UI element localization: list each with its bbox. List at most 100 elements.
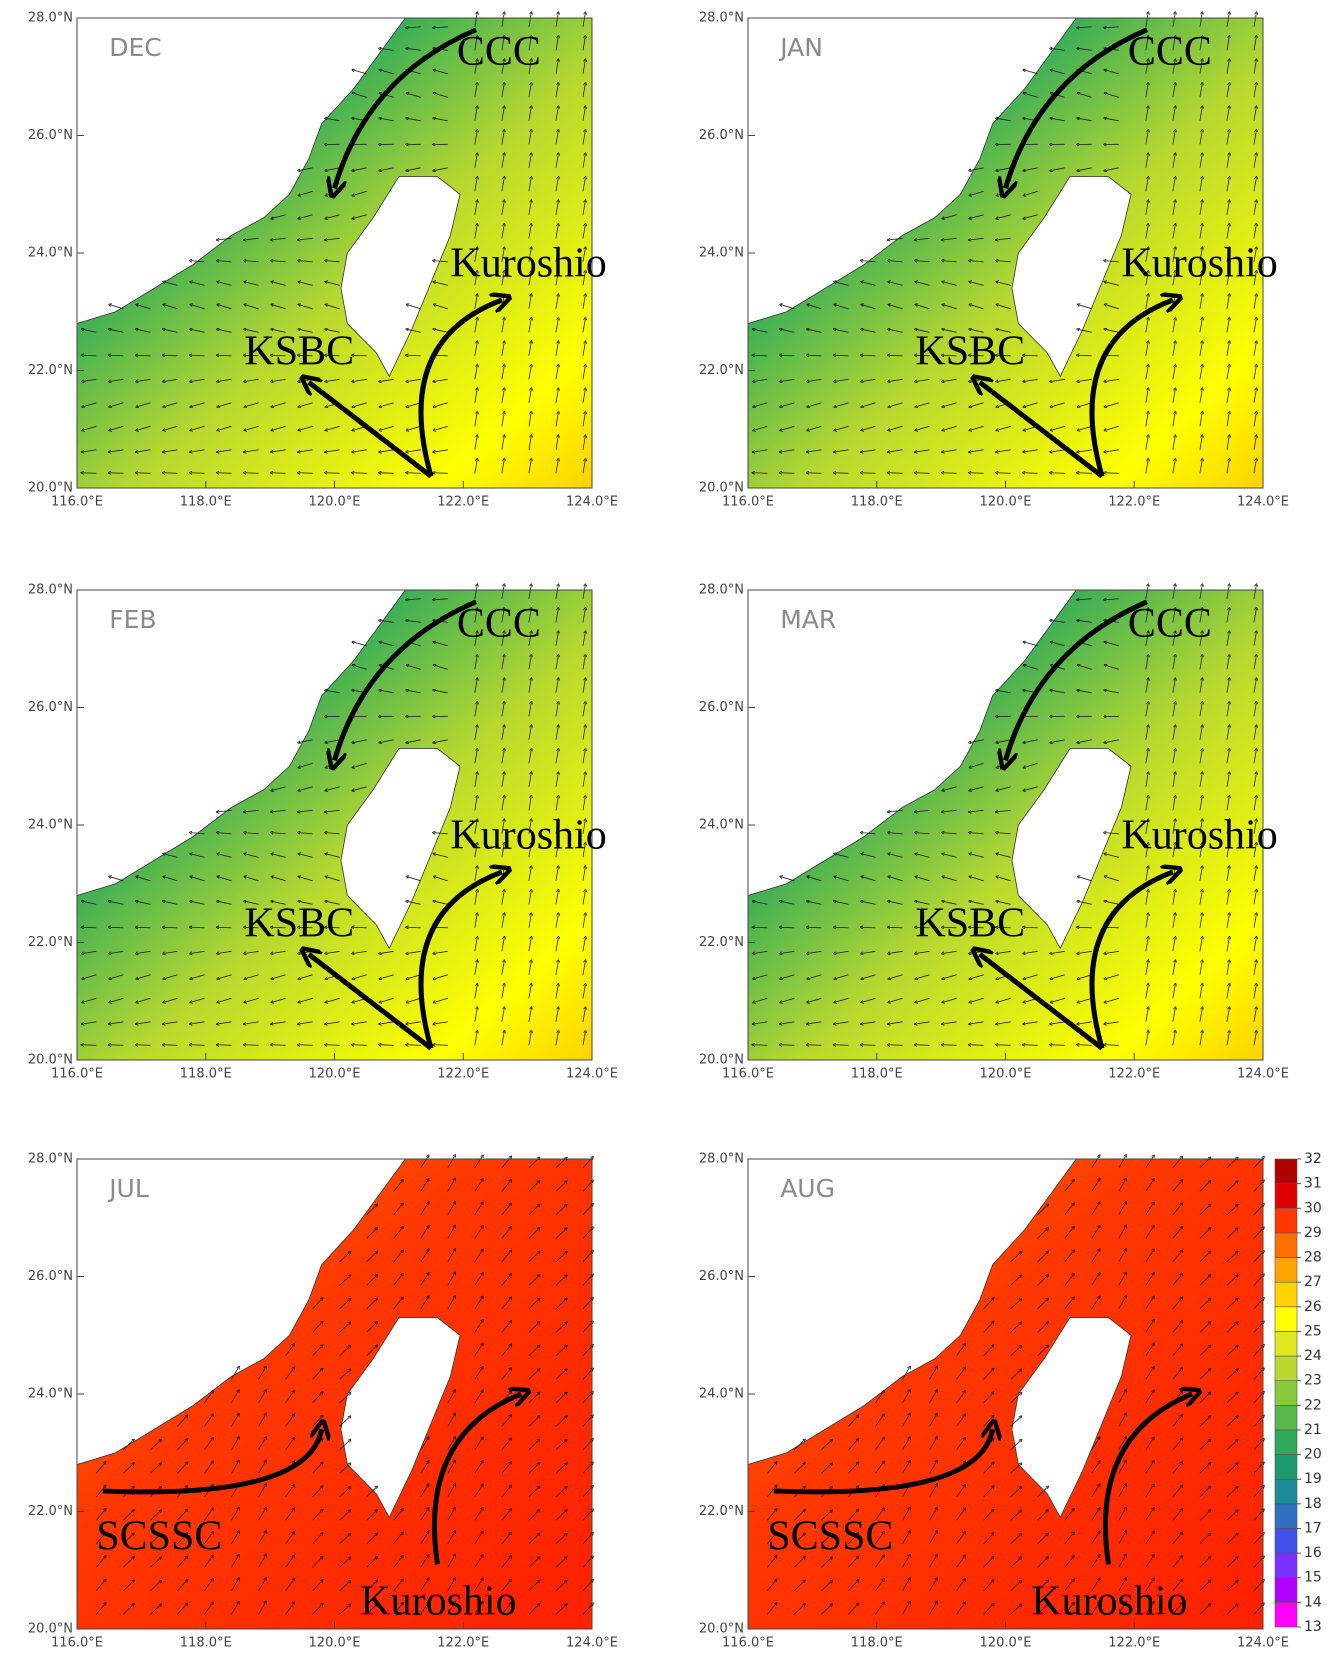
flow-vector bbox=[1226, 272, 1229, 286]
flow-vector bbox=[1145, 37, 1148, 51]
flow-vector bbox=[501, 342, 504, 356]
flow-vector bbox=[353, 355, 367, 356]
flow-vector bbox=[474, 131, 477, 145]
flow-vector bbox=[1145, 366, 1148, 380]
flow-vector bbox=[245, 1021, 259, 1024]
flow-vector bbox=[1024, 70, 1038, 75]
flow-vector bbox=[862, 974, 876, 979]
flow-vector bbox=[970, 190, 984, 195]
flow-vector bbox=[407, 901, 421, 905]
flow-vector bbox=[272, 355, 286, 356]
flow-vector bbox=[190, 473, 205, 474]
current-label: CCC bbox=[1128, 601, 1212, 647]
flow-vector bbox=[326, 355, 340, 356]
flow-vector bbox=[582, 460, 585, 474]
flow-vector bbox=[353, 665, 367, 670]
flow-vector bbox=[380, 690, 394, 694]
flow-vector bbox=[1199, 248, 1202, 262]
flow-vector bbox=[501, 436, 504, 450]
flow-vector bbox=[943, 237, 957, 240]
flow-vector bbox=[191, 329, 205, 333]
flow-vector bbox=[997, 1021, 1011, 1024]
flow-vector bbox=[380, 378, 394, 381]
flow-vector bbox=[474, 797, 477, 811]
colorbar-box bbox=[1274, 1528, 1298, 1554]
flow-vector bbox=[164, 449, 178, 452]
flow-vector bbox=[1253, 460, 1256, 474]
flow-vector bbox=[110, 901, 124, 905]
flow-vector bbox=[997, 378, 1011, 381]
flow-vector bbox=[326, 833, 340, 834]
flow-vector bbox=[1051, 402, 1065, 407]
flow-vector bbox=[555, 37, 558, 51]
flow-vector bbox=[474, 107, 477, 121]
taiwan bbox=[1011, 748, 1132, 950]
flow-vector bbox=[299, 261, 313, 262]
mainland bbox=[76, 589, 407, 897]
flow-vector bbox=[191, 305, 205, 310]
flow-vector bbox=[1253, 131, 1256, 145]
flow-vector bbox=[245, 833, 259, 834]
flow-vector bbox=[997, 449, 1011, 452]
flow-vector bbox=[1024, 190, 1038, 195]
flow-vector bbox=[555, 1008, 558, 1022]
flow-vector bbox=[434, 70, 448, 75]
flow-vector bbox=[407, 877, 421, 882]
flow-vector bbox=[137, 305, 151, 310]
flow-vector bbox=[1172, 107, 1175, 121]
flow-vector bbox=[555, 436, 558, 450]
flow-vector bbox=[835, 950, 849, 953]
flow-vector bbox=[474, 460, 477, 474]
flow-vector bbox=[326, 854, 340, 858]
flow-vector bbox=[272, 305, 286, 310]
flow-vector bbox=[1105, 1045, 1119, 1046]
flow-vector bbox=[1051, 118, 1065, 122]
flow-vector bbox=[109, 355, 124, 356]
flow-vector bbox=[555, 750, 558, 764]
flow-vector bbox=[555, 201, 558, 215]
flow-vector bbox=[245, 473, 259, 474]
flow-vector bbox=[1253, 107, 1256, 121]
colorbar-box bbox=[1274, 1355, 1298, 1381]
flow-vector bbox=[916, 854, 930, 858]
colorbar-box bbox=[1274, 1281, 1298, 1308]
flow-vector bbox=[528, 295, 531, 309]
flow-vector bbox=[997, 329, 1011, 333]
flow-vector bbox=[555, 914, 558, 928]
flow-vector bbox=[555, 891, 558, 905]
flow-vector bbox=[110, 402, 124, 407]
flow-vector bbox=[299, 329, 313, 333]
flow-vector bbox=[582, 985, 585, 999]
flow-vector bbox=[1051, 425, 1065, 430]
flow-vector bbox=[191, 425, 205, 430]
colorbar-label: 23 bbox=[1304, 1373, 1322, 1389]
x-tick-label: 120.0°E bbox=[980, 1067, 1032, 1082]
flow-vector bbox=[1145, 107, 1148, 121]
flow-vector bbox=[1078, 329, 1092, 333]
flow-vector bbox=[1253, 319, 1256, 333]
flow-vector bbox=[1024, 1045, 1038, 1046]
flow-vector bbox=[1253, 366, 1256, 380]
flow-vector bbox=[861, 1045, 876, 1046]
flow-vector bbox=[380, 1021, 394, 1024]
flow-vector bbox=[1172, 13, 1175, 27]
flow-vector bbox=[555, 13, 558, 27]
flow-vector bbox=[1145, 319, 1148, 333]
colorbar-label: 24 bbox=[1304, 1348, 1322, 1364]
flow-vector bbox=[218, 1021, 232, 1024]
flow-vector bbox=[407, 927, 421, 928]
flow-vector bbox=[1172, 319, 1175, 333]
flow-vector bbox=[474, 961, 477, 975]
colorbar-label: 21 bbox=[1304, 1422, 1322, 1438]
flow-vector bbox=[916, 927, 930, 928]
flow-vector bbox=[272, 809, 286, 812]
flow-vector bbox=[943, 402, 957, 407]
flow-vector bbox=[110, 950, 124, 953]
flow-vector bbox=[1051, 739, 1065, 743]
flow-vector bbox=[1105, 93, 1119, 98]
flow-vector bbox=[916, 997, 930, 1002]
flow-vector bbox=[528, 460, 531, 474]
flow-vector bbox=[407, 974, 421, 979]
flow-vector bbox=[1105, 167, 1119, 171]
flow-vector bbox=[1145, 154, 1148, 168]
